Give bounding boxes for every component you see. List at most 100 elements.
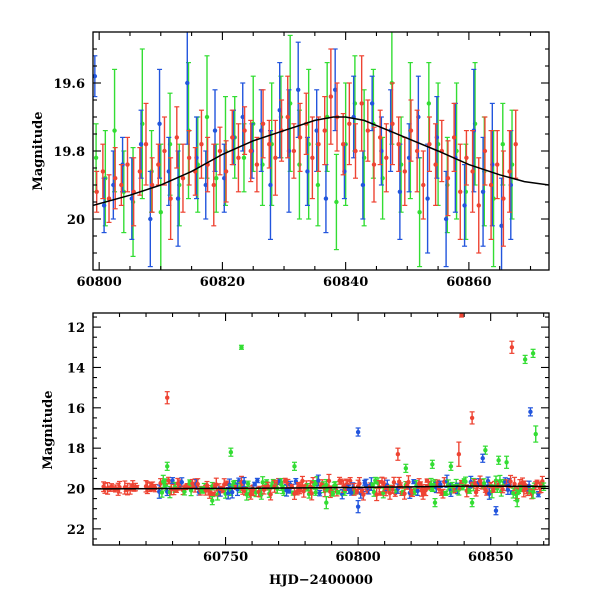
data-point-r <box>534 479 540 485</box>
top-plot-area <box>93 32 549 270</box>
data-point-g <box>258 488 264 500</box>
data-point-r <box>371 126 377 203</box>
data-point-r <box>285 75 291 159</box>
bottom-panel: 60750 60800 60850 12 14 16 18 20 22 <box>67 312 550 565</box>
data-point-r <box>316 116 322 172</box>
outlier-point-g <box>403 463 409 473</box>
data-point-b <box>254 477 260 484</box>
x-tick-label: 60820 <box>200 275 245 290</box>
bottom-frame <box>92 312 550 546</box>
model-curve <box>93 116 549 207</box>
model-curve <box>93 485 549 490</box>
data-point-r <box>420 150 426 220</box>
data-point-r <box>211 143 217 227</box>
data-point-r <box>254 136 260 193</box>
outlier-point-g <box>533 425 539 443</box>
data-point-r <box>365 99 371 162</box>
data-point-b <box>346 484 352 495</box>
data-point-r <box>143 102 149 186</box>
data-point-b <box>267 130 273 240</box>
data-point-r <box>205 136 211 193</box>
data-point-g <box>417 157 423 268</box>
data-point-r <box>266 119 272 169</box>
data-point-b <box>406 123 412 193</box>
data-point-r <box>309 116 315 200</box>
outlier-point-g <box>482 445 488 455</box>
data-point-r <box>106 174 112 223</box>
data-point-r <box>512 476 518 492</box>
data-point-r <box>389 82 395 166</box>
x-tick-label: 60850 <box>468 550 513 565</box>
outlier-point-g <box>209 495 215 506</box>
data-point-r <box>100 143 106 200</box>
bottom-plot-area <box>93 313 549 516</box>
data-point-r <box>359 55 365 152</box>
data-point-r <box>433 123 439 206</box>
data-point-g <box>324 61 330 172</box>
data-point-r <box>508 474 514 489</box>
outlier-point-b <box>355 500 361 514</box>
data-point-g <box>466 487 472 494</box>
outlier-point-g <box>504 455 510 469</box>
data-point-r <box>494 130 500 200</box>
outlier-point-g <box>522 354 528 365</box>
y-tick-label: 12 <box>67 321 85 336</box>
x-tick-label: 60840 <box>323 275 368 290</box>
data-point-b <box>317 489 323 497</box>
data-point-r <box>174 106 180 169</box>
data-point-r <box>149 157 155 213</box>
bottom-ylabel: Magnitude <box>41 390 56 469</box>
y-tick-label: 20 <box>67 213 85 228</box>
data-point-r <box>211 491 217 497</box>
outlier-point-g <box>496 455 502 465</box>
outlier-point-r <box>164 391 170 405</box>
data-point-r <box>402 136 408 206</box>
data-point-b <box>194 116 200 200</box>
x-tick-label: 60800 <box>335 550 380 565</box>
data-point-r <box>340 112 346 176</box>
data-point-r <box>377 109 383 166</box>
data-point-b <box>175 150 181 247</box>
data-point-r <box>353 123 359 179</box>
data-point-g <box>335 490 341 495</box>
data-point-b <box>369 75 375 132</box>
data-point-b <box>240 82 246 152</box>
data-point-r <box>383 123 389 193</box>
data-point-r <box>426 116 432 172</box>
data-point-r <box>118 164 124 206</box>
data-point-r <box>272 119 278 196</box>
outlier-point-r <box>456 441 462 467</box>
data-point-b <box>304 136 310 206</box>
outlier-point-r <box>395 447 401 461</box>
data-point-g <box>516 489 522 495</box>
outlier-point-g <box>514 493 520 508</box>
outlier-point-r <box>459 313 465 318</box>
data-point-r <box>500 150 506 247</box>
data-point-r <box>242 106 248 155</box>
outlier-point-g <box>291 461 297 471</box>
data-point-b <box>170 477 176 485</box>
data-point-b <box>286 489 292 494</box>
data-point-r <box>322 95 328 166</box>
data-point-r <box>291 123 297 179</box>
data-point-b <box>166 136 172 206</box>
data-point-r <box>346 82 352 166</box>
data-point-r <box>299 475 305 486</box>
bottom-xlabel: HJD−2400000 <box>269 573 373 588</box>
data-point-g <box>333 153 339 251</box>
data-point-r <box>235 123 241 193</box>
outlier-point-g <box>238 344 244 350</box>
outlier-point-g <box>469 498 475 508</box>
y-tick-label: 16 <box>67 402 85 417</box>
top-ylabel: Magnitude <box>31 111 46 190</box>
outlier-point-r <box>509 340 515 354</box>
data-point-r <box>328 48 334 145</box>
outlier-point-b <box>480 453 486 463</box>
data-point-r <box>297 102 303 172</box>
outlier-point-b <box>355 427 361 437</box>
data-point-r <box>198 109 204 179</box>
x-tick-label: 60750 <box>203 550 248 565</box>
y-tick-label: 18 <box>67 442 85 457</box>
data-point-r <box>396 116 402 172</box>
